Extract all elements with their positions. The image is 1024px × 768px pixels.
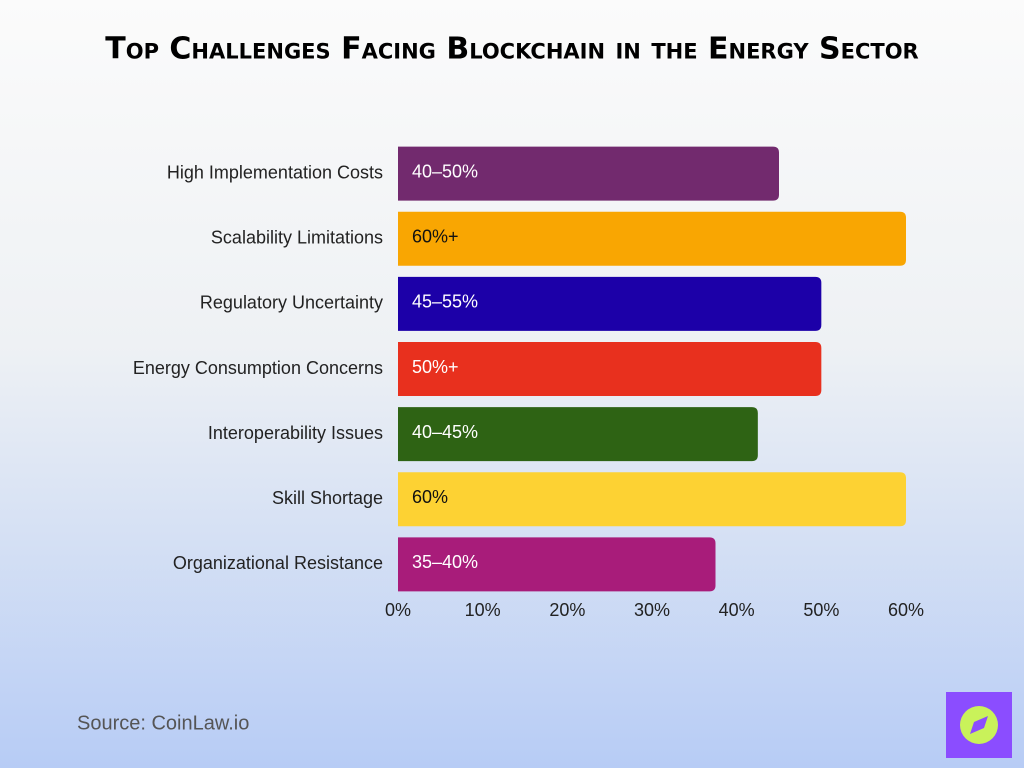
value-label: 35–40% — [412, 552, 478, 572]
x-tick-label: 20% — [549, 600, 585, 620]
value-label: 60%+ — [412, 226, 459, 246]
x-tick-label: 10% — [465, 600, 501, 620]
bar — [398, 211, 906, 266]
logo — [946, 692, 1012, 758]
value-label: 40–45% — [412, 422, 478, 442]
y-tick-label: Organizational Resistance — [173, 553, 383, 573]
y-tick-label: Regulatory Uncertainty — [200, 293, 383, 313]
x-tick-label: 0% — [385, 600, 411, 620]
bar — [398, 472, 906, 527]
value-label: 50%+ — [412, 357, 459, 377]
source: Source: CoinLaw.io — [77, 712, 249, 734]
value-label: 45–55% — [412, 292, 478, 312]
bar — [398, 342, 822, 396]
x-tick-label: 60% — [888, 600, 924, 620]
value-label: 60% — [412, 487, 448, 507]
x-tick-label: 40% — [719, 600, 755, 620]
bar — [398, 407, 758, 462]
y-tick-label: High Implementation Costs — [167, 162, 383, 182]
x-tick-label: 30% — [634, 600, 670, 620]
chart-title: Top Challenges Facing Blockchain in the … — [105, 32, 918, 67]
bar — [398, 146, 779, 201]
y-tick-label: Scalability Limitations — [211, 227, 383, 247]
y-tick-label: Interoperability Issues — [208, 423, 383, 443]
x-tick-label: 50% — [803, 600, 839, 620]
y-tick-label: Skill Shortage — [272, 488, 383, 508]
bar — [398, 537, 716, 592]
y-tick-label: Energy Consumption Concerns — [133, 358, 383, 378]
value-label: 40–50% — [412, 161, 478, 181]
bar — [398, 276, 822, 331]
